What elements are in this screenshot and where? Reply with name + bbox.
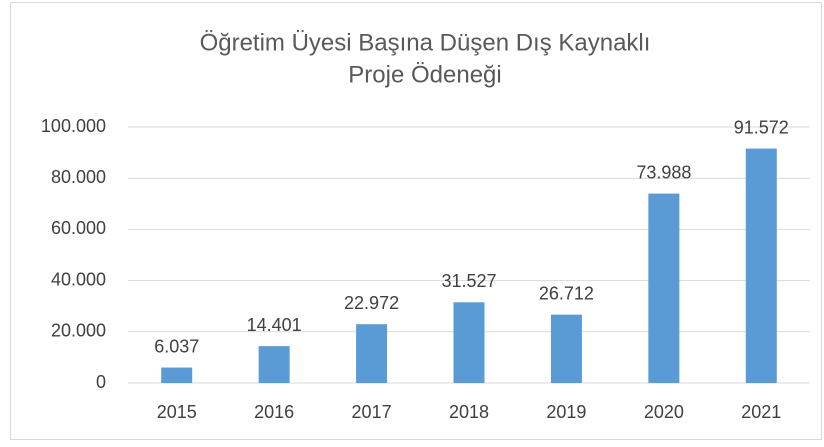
data-label: 31.527	[441, 271, 496, 291]
data-label: 6.037	[154, 336, 199, 356]
data-label: 14.401	[247, 315, 302, 335]
bar	[550, 314, 582, 383]
data-label: 91.572	[734, 117, 789, 137]
x-tick-label: 2017	[352, 402, 392, 422]
chart-border	[10, 2, 822, 440]
data-label: 22.972	[344, 293, 399, 313]
x-tick-label: 2015	[157, 402, 197, 422]
bar	[745, 148, 777, 383]
bar	[356, 324, 388, 383]
chart-title: Proje Ödeneği	[348, 61, 501, 88]
y-tick-label: 80.000	[51, 167, 106, 187]
y-tick-label: 100.000	[41, 116, 106, 136]
bar	[258, 346, 290, 383]
chart-title: Öğretim Üyesi Başına Düşen Dış Kaynaklı	[200, 29, 651, 56]
y-tick-label: 40.000	[51, 269, 106, 289]
y-tick-label: 0	[96, 372, 106, 392]
data-label: 73.988	[636, 162, 691, 182]
bar	[648, 193, 680, 383]
x-tick-label: 2021	[741, 402, 781, 422]
bar	[453, 302, 485, 383]
bar	[161, 367, 193, 383]
x-tick-label: 2019	[546, 402, 586, 422]
y-tick-label: 20.000	[51, 321, 106, 341]
data-label: 26.712	[539, 283, 594, 303]
x-tick-label: 2020	[644, 402, 684, 422]
x-tick-label: 2016	[254, 402, 294, 422]
y-tick-label: 60.000	[51, 218, 106, 238]
x-tick-label: 2018	[449, 402, 489, 422]
